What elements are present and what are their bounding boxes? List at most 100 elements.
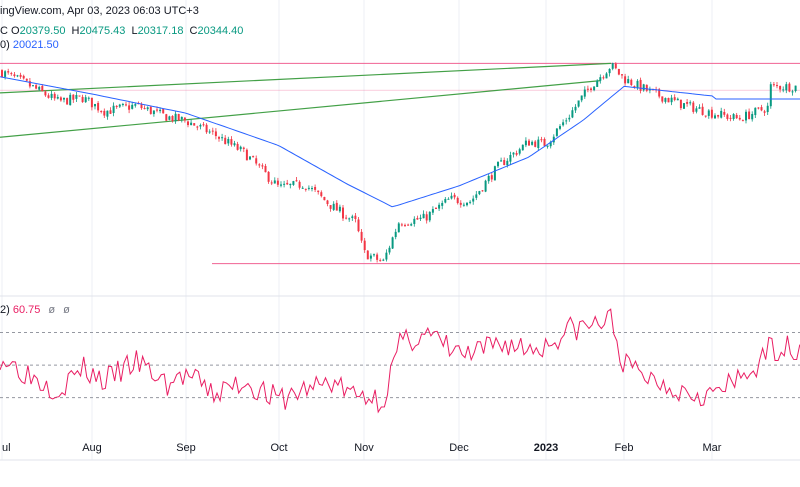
candle-128 — [397, 222, 400, 233]
candle-37 — [115, 105, 118, 109]
rsi-line — [0, 308, 800, 414]
candle-223 — [692, 100, 695, 114]
candle-213 — [661, 96, 664, 104]
candle-93 — [289, 183, 292, 189]
candle-253 — [785, 81, 788, 94]
candle-117 — [363, 237, 366, 253]
candle-91 — [283, 180, 286, 188]
candle-226 — [701, 103, 704, 116]
candle-214 — [664, 97, 667, 104]
candle-232 — [720, 107, 723, 119]
candle-130 — [404, 223, 406, 227]
candle-160 — [497, 161, 499, 169]
candle-155 — [481, 189, 484, 192]
candle-249 — [772, 81, 775, 87]
candle-175 — [543, 137, 546, 146]
candle-168 — [521, 144, 524, 151]
candle-238 — [738, 114, 741, 121]
candle-119 — [369, 253, 372, 262]
candle-120 — [373, 253, 375, 257]
ma-line — [0, 76, 800, 208]
candle-187 — [580, 95, 583, 103]
candle-48 — [149, 105, 152, 115]
candle-246 — [763, 109, 766, 117]
candle-233 — [723, 108, 726, 117]
candle-19 — [59, 96, 62, 102]
candle-114 — [354, 213, 357, 223]
candle-159 — [493, 165, 496, 181]
candle-67 — [208, 129, 211, 134]
candle-59 — [183, 117, 186, 123]
candle-180 — [559, 124, 561, 131]
candle-247 — [766, 102, 769, 115]
candle-15 — [47, 93, 50, 99]
candle-23 — [72, 94, 75, 103]
candle-96 — [298, 180, 301, 190]
candle-124 — [385, 249, 388, 262]
rsi-path — [0, 308, 800, 414]
candle-198 — [614, 62, 617, 70]
candle-237 — [735, 112, 738, 119]
x-tick-6: 2023 — [534, 442, 558, 454]
candle-209 — [648, 86, 651, 94]
candle-134 — [416, 215, 419, 220]
candle-101 — [314, 184, 317, 192]
time-axis: ul Aug Sep Oct Nov Dec 2023 Feb Mar — [2, 442, 722, 454]
candle-115 — [357, 217, 360, 233]
candle-144 — [447, 197, 450, 200]
candle-136 — [422, 210, 425, 219]
low-value: 20317.18 — [137, 25, 184, 37]
candle-242 — [751, 111, 754, 122]
high-label: H — [71, 25, 80, 37]
candle-105 — [326, 199, 329, 207]
candle-9 — [28, 77, 31, 89]
candle-183 — [568, 114, 571, 122]
candle-27 — [84, 94, 87, 103]
candle-151 — [469, 200, 472, 205]
candle-33 — [103, 108, 106, 119]
candle-165 — [512, 152, 515, 158]
ma-value: 20021.50 — [12, 39, 59, 51]
candle-221 — [686, 98, 689, 107]
candle-216 — [670, 94, 673, 106]
candle-203 — [630, 78, 633, 87]
source-date: ingView.com, Apr 03, 2023 06:03 UTC+3 — [0, 5, 199, 17]
candle-70 — [218, 135, 220, 142]
candle-94 — [292, 180, 295, 186]
candle-42 — [131, 101, 134, 110]
rsi-prefix: 2) — [0, 304, 10, 316]
candle-109 — [338, 204, 341, 213]
candle-8 — [25, 78, 28, 82]
candle-35 — [109, 107, 112, 114]
x-tick-1: Aug — [82, 442, 102, 454]
candle-171 — [531, 140, 534, 146]
x-tick-5: Dec — [449, 442, 469, 454]
candle-68 — [211, 127, 214, 135]
candle-13 — [41, 84, 44, 92]
candle-192 — [596, 79, 599, 87]
candle-220 — [683, 103, 685, 109]
candle-167 — [518, 147, 521, 156]
candle-77 — [239, 145, 242, 152]
candle-186 — [577, 100, 580, 108]
candle-20 — [63, 97, 65, 103]
candle-239 — [741, 119, 744, 122]
candle-254 — [788, 82, 791, 93]
candle-153 — [475, 191, 478, 201]
candle-102 — [317, 190, 320, 195]
candle-3 — [10, 71, 13, 76]
candle-11 — [35, 83, 38, 90]
candle-231 — [717, 114, 720, 119]
candle-7 — [22, 74, 25, 80]
candle-176 — [546, 145, 549, 149]
open-label: O — [11, 25, 20, 37]
candle-156 — [484, 179, 487, 193]
candle-179 — [555, 127, 558, 137]
candle-54 — [168, 115, 171, 121]
candle-152 — [472, 195, 475, 205]
candle-229 — [710, 106, 713, 120]
candle-206 — [639, 77, 642, 94]
candle-195 — [605, 72, 608, 79]
candle-55 — [171, 115, 174, 123]
